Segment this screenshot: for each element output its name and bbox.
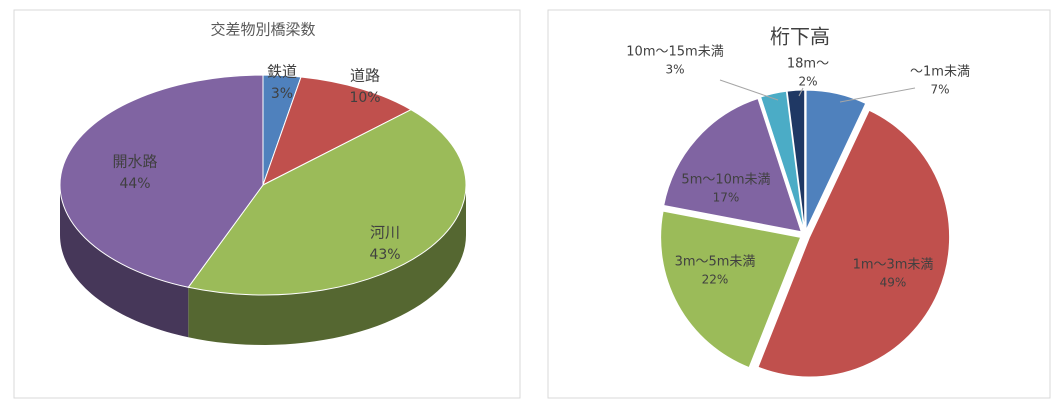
value-label: 7% — [930, 83, 949, 97]
category-label: 5m～10m未満 — [681, 173, 770, 188]
pie-side — [188, 185, 466, 345]
pie-slice — [786, 89, 806, 231]
pie-slice — [262, 76, 413, 187]
category-label: 河川 — [370, 224, 400, 242]
value-label: 2% — [798, 75, 817, 89]
value-label: 17% — [713, 191, 740, 205]
leader-line — [719, 79, 779, 101]
value-label: 3% — [271, 86, 293, 102]
chart-title: 桁下高 — [770, 25, 830, 49]
value-label: 22% — [702, 273, 729, 287]
category-label: 10m～15m未満 — [626, 45, 723, 60]
value-label: 44% — [119, 176, 150, 192]
pie-slice — [660, 210, 802, 369]
category-label: 鉄道 — [267, 63, 297, 81]
pie-side — [60, 185, 189, 338]
category-label: 道路 — [350, 67, 380, 85]
pie-slice — [663, 97, 802, 233]
value-label: 43% — [369, 247, 400, 263]
chart-title: 交差物別橋梁数 — [210, 21, 315, 39]
category-label: 開水路 — [112, 153, 157, 171]
pie-slice — [760, 90, 805, 231]
category-label: 3m～5m未満 — [675, 255, 756, 270]
category-label: 1m～3m未満 — [853, 258, 934, 273]
leader-line — [839, 87, 916, 103]
pie-slice — [59, 74, 264, 288]
value-label: 49% — [880, 276, 907, 290]
pie-slice — [805, 89, 867, 231]
value-label: 3% — [665, 63, 684, 77]
category-label: 18m～ — [787, 57, 829, 72]
category-label: ～1m未満 — [910, 65, 970, 80]
pie-slice — [187, 109, 467, 296]
leader-line — [798, 87, 804, 97]
value-label: 10% — [349, 90, 380, 106]
pie-slice — [757, 109, 951, 378]
